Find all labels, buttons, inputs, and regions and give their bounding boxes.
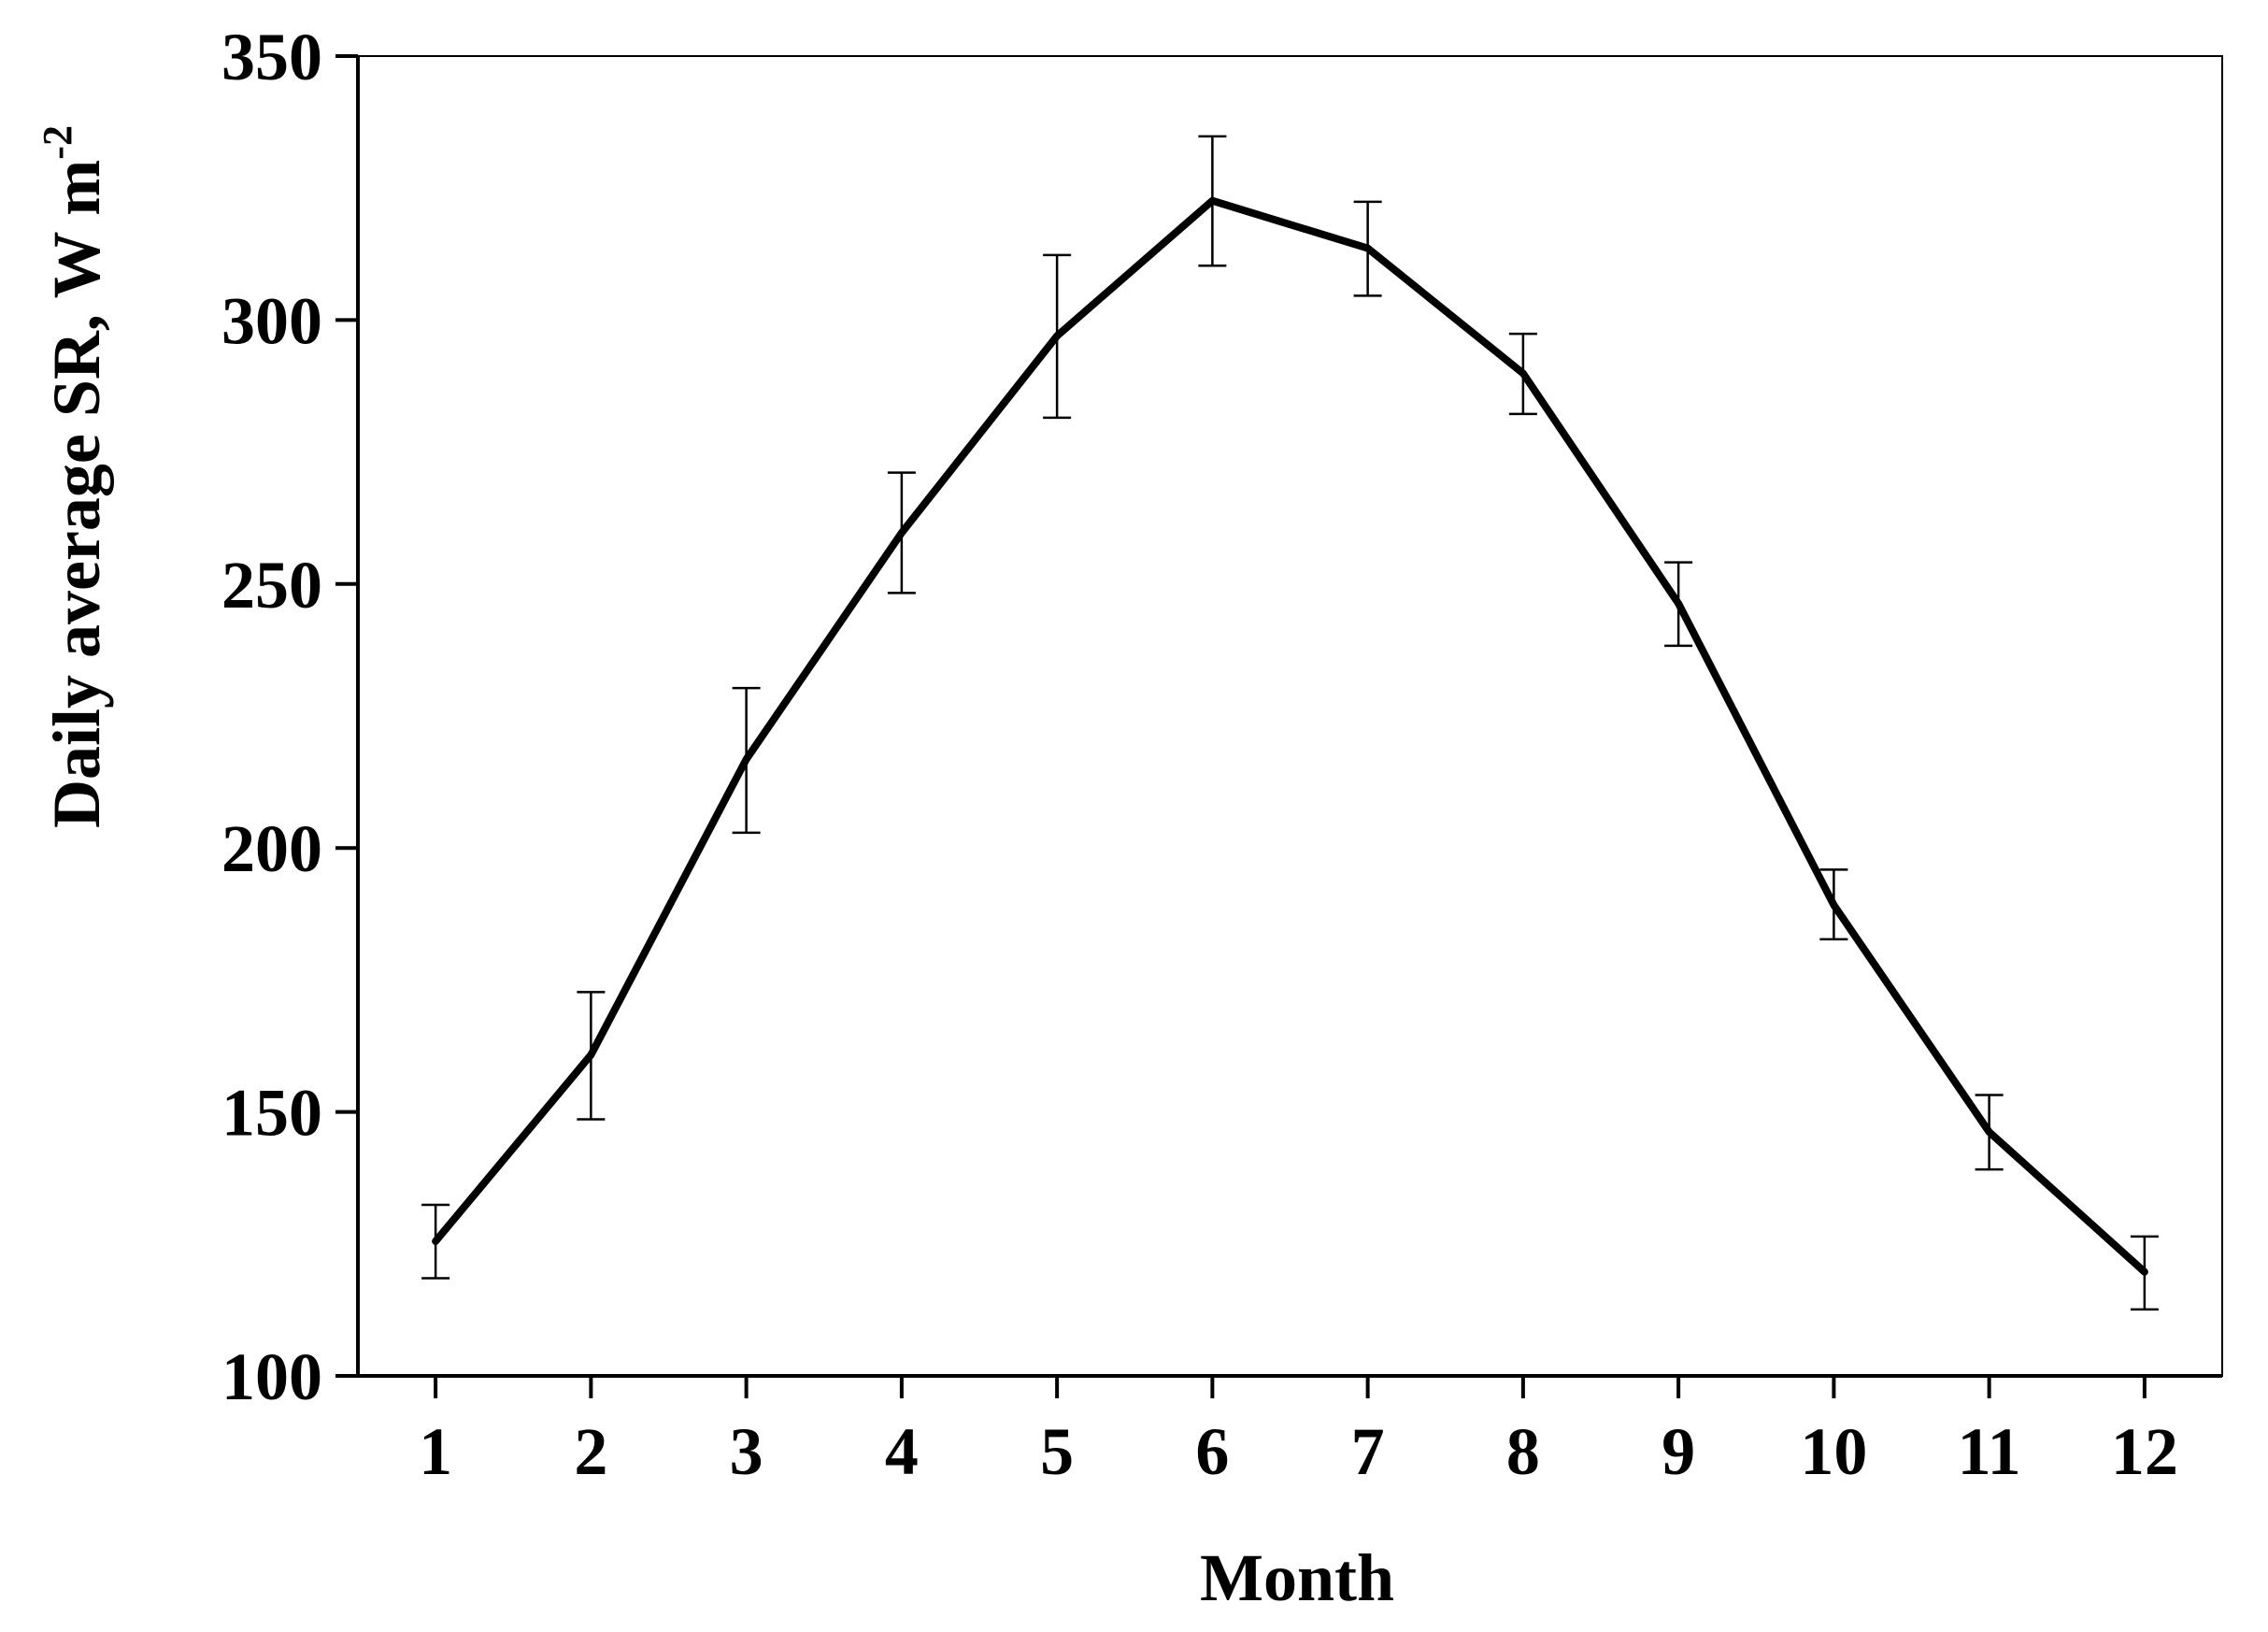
data-point-5 bbox=[1054, 333, 1061, 339]
plot-frame bbox=[357, 55, 2223, 1377]
data-point-9 bbox=[1676, 600, 1682, 607]
data-point-8 bbox=[1519, 370, 1526, 377]
y-tick-label-250: 250 bbox=[221, 548, 322, 623]
x-tick-label-9: 9 bbox=[1662, 1414, 1695, 1489]
x-tick-label-12: 12 bbox=[2111, 1414, 2178, 1489]
data-point-12 bbox=[2141, 1268, 2147, 1275]
x-tick-label-10: 10 bbox=[1800, 1414, 1867, 1489]
y-axis-label-main: Daily average SR, W m bbox=[39, 160, 114, 828]
x-tick-label-4: 4 bbox=[885, 1414, 919, 1489]
x-tick-label-3: 3 bbox=[730, 1414, 763, 1489]
x-tick-label-2: 2 bbox=[574, 1414, 607, 1489]
error-bars bbox=[421, 135, 2159, 1311]
y-tick-label-200: 200 bbox=[221, 811, 322, 886]
data-point-1 bbox=[433, 1238, 439, 1244]
data-point-6 bbox=[1209, 197, 1216, 204]
x-tick-label-7: 7 bbox=[1351, 1414, 1385, 1489]
series-lines bbox=[432, 196, 2148, 1276]
y-tick-label-300: 300 bbox=[221, 283, 322, 358]
data-point-4 bbox=[898, 530, 905, 537]
data-point-2 bbox=[588, 1052, 594, 1058]
series-line-0 bbox=[432, 196, 2148, 1276]
data-point-3 bbox=[743, 756, 749, 763]
x-tick-label-1: 1 bbox=[419, 1414, 452, 1489]
y-tick-label-350: 350 bbox=[221, 20, 322, 94]
data-point-11 bbox=[1986, 1129, 1992, 1136]
y-axis-label: Daily average SR, W m-2 bbox=[35, 125, 114, 828]
x-tick-label-5: 5 bbox=[1040, 1414, 1074, 1489]
data-point-10 bbox=[1831, 902, 1837, 909]
y-tick-label-150: 150 bbox=[221, 1076, 322, 1151]
x-axis-label: Month bbox=[1200, 1540, 1394, 1615]
y-ticks: 100 150 200 250 300 350 bbox=[221, 20, 358, 1414]
x-tick-label-8: 8 bbox=[1506, 1414, 1540, 1489]
y-tick-label-100: 100 bbox=[221, 1339, 322, 1414]
x-ticks: 1 2 3 4 5 6 7 8 9 10 11 12 bbox=[419, 1376, 2178, 1489]
data-point-7 bbox=[1364, 245, 1371, 251]
x-tick-label-6: 6 bbox=[1195, 1414, 1229, 1489]
y-axis-label-exponent: -2 bbox=[35, 125, 80, 160]
x-tick-label-11: 11 bbox=[1958, 1414, 2021, 1489]
